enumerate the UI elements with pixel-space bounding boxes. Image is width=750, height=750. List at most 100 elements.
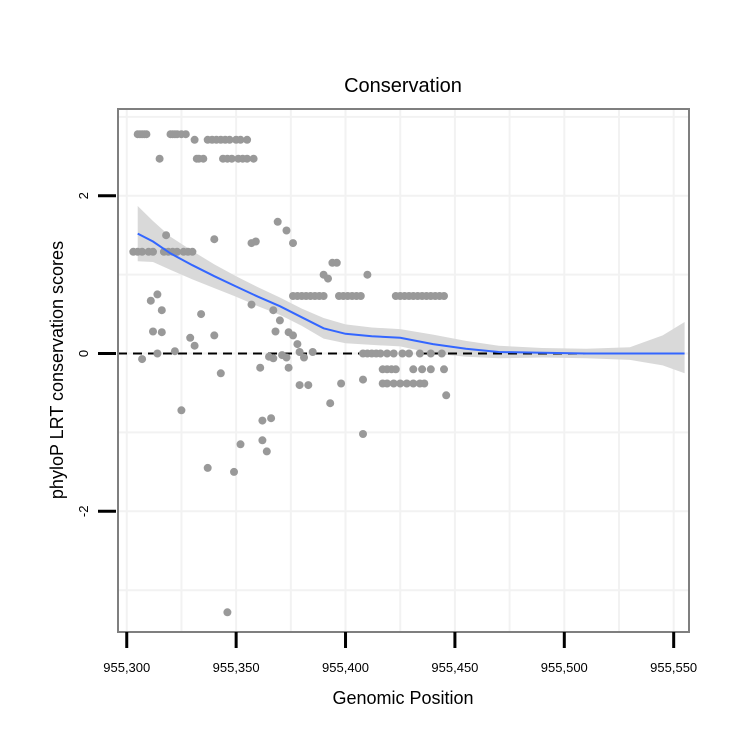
data-point: [186, 333, 195, 342]
data-point: [249, 154, 258, 163]
data-point: [157, 306, 166, 315]
data-point: [142, 130, 151, 139]
data-point: [269, 354, 278, 363]
data-point: [383, 379, 392, 388]
data-point: [256, 363, 265, 372]
data-point: [356, 292, 365, 300]
data-point: [324, 274, 332, 283]
data-point: [409, 365, 418, 374]
scatter-points: [129, 130, 451, 617]
data-point: [258, 416, 267, 425]
data-point: [227, 154, 236, 163]
data-point: [170, 347, 179, 356]
x-tick-label: 955,450: [431, 660, 478, 675]
data-point: [197, 310, 206, 319]
data-point: [188, 247, 197, 256]
data-point: [319, 292, 328, 300]
data-point: [210, 235, 219, 244]
data-point: [293, 340, 302, 349]
data-point: [258, 436, 267, 445]
data-point: [332, 258, 341, 267]
data-point: [153, 290, 162, 299]
data-point: [391, 365, 400, 374]
y-tick-label: 0: [76, 350, 91, 357]
data-point: [440, 292, 448, 300]
data-point: [243, 154, 252, 163]
grid-lines: [118, 109, 689, 632]
data-point: [383, 349, 392, 358]
data-point: [181, 130, 190, 139]
data-point: [326, 399, 335, 408]
data-point: [426, 349, 435, 358]
data-point: [267, 414, 276, 423]
data-point: [418, 365, 427, 374]
data-point: [203, 463, 212, 472]
data-point: [190, 135, 199, 144]
data-point: [225, 135, 234, 144]
y-axis-label: phyloP LRT conservation scores: [47, 241, 67, 499]
data-point: [398, 349, 407, 358]
data-point: [359, 430, 367, 438]
data-point: [157, 328, 166, 337]
data-point: [190, 341, 199, 350]
data-point: [337, 379, 346, 388]
data-point: [199, 154, 208, 163]
data-point: [389, 349, 398, 358]
data-point: [155, 154, 164, 163]
data-point: [442, 391, 451, 400]
x-tick-label: 955,400: [322, 660, 369, 675]
data-point: [269, 306, 278, 315]
data-point: [173, 247, 182, 256]
data-point: [138, 355, 147, 364]
data-point: [230, 467, 238, 476]
data-point: [149, 327, 157, 336]
data-point: [308, 348, 317, 356]
data-point: [437, 349, 446, 358]
data-point: [271, 327, 280, 336]
data-point: [273, 217, 282, 226]
data-point: [420, 379, 429, 388]
data-point: [236, 440, 245, 449]
data-point: [289, 239, 297, 248]
data-point: [426, 365, 435, 374]
data-point: [405, 349, 413, 358]
data-point: [149, 247, 157, 256]
data-point: [162, 231, 171, 240]
data-point: [284, 363, 293, 372]
data-point: [216, 369, 225, 378]
data-point: [138, 247, 147, 256]
data-point: [282, 226, 291, 235]
data-point: [236, 135, 245, 144]
x-tick-label: 955,500: [541, 660, 588, 675]
data-point: [295, 348, 304, 356]
data-point: [440, 365, 448, 374]
x-tick-label: 955,550: [650, 660, 697, 675]
data-point: [376, 349, 385, 358]
data-point: [247, 300, 256, 309]
x-tick-label: 955,300: [103, 660, 150, 675]
data-point: [295, 381, 304, 390]
data-point: [146, 296, 155, 305]
data-point: [210, 331, 219, 340]
data-point: [275, 316, 284, 325]
panel-border: [117, 108, 690, 633]
data-point: [304, 381, 313, 390]
data-point: [402, 379, 411, 388]
smooth-line: [137, 232, 685, 355]
data-point: [262, 447, 271, 456]
data-point: [282, 353, 291, 362]
data-point: [251, 237, 260, 246]
data-point: [289, 331, 297, 340]
data-point: [153, 349, 162, 358]
x-tick-label: 955,350: [213, 660, 260, 675]
data-point: [223, 608, 232, 617]
data-point: [363, 270, 372, 279]
data-point: [409, 379, 418, 388]
axes: 955,300 955,350 955,400 955,450 955,500 955,5…: [76, 192, 697, 675]
data-point: [396, 379, 405, 388]
data-point: [359, 375, 367, 384]
data-point: [243, 135, 252, 144]
y-tick-label: 2: [76, 192, 91, 199]
